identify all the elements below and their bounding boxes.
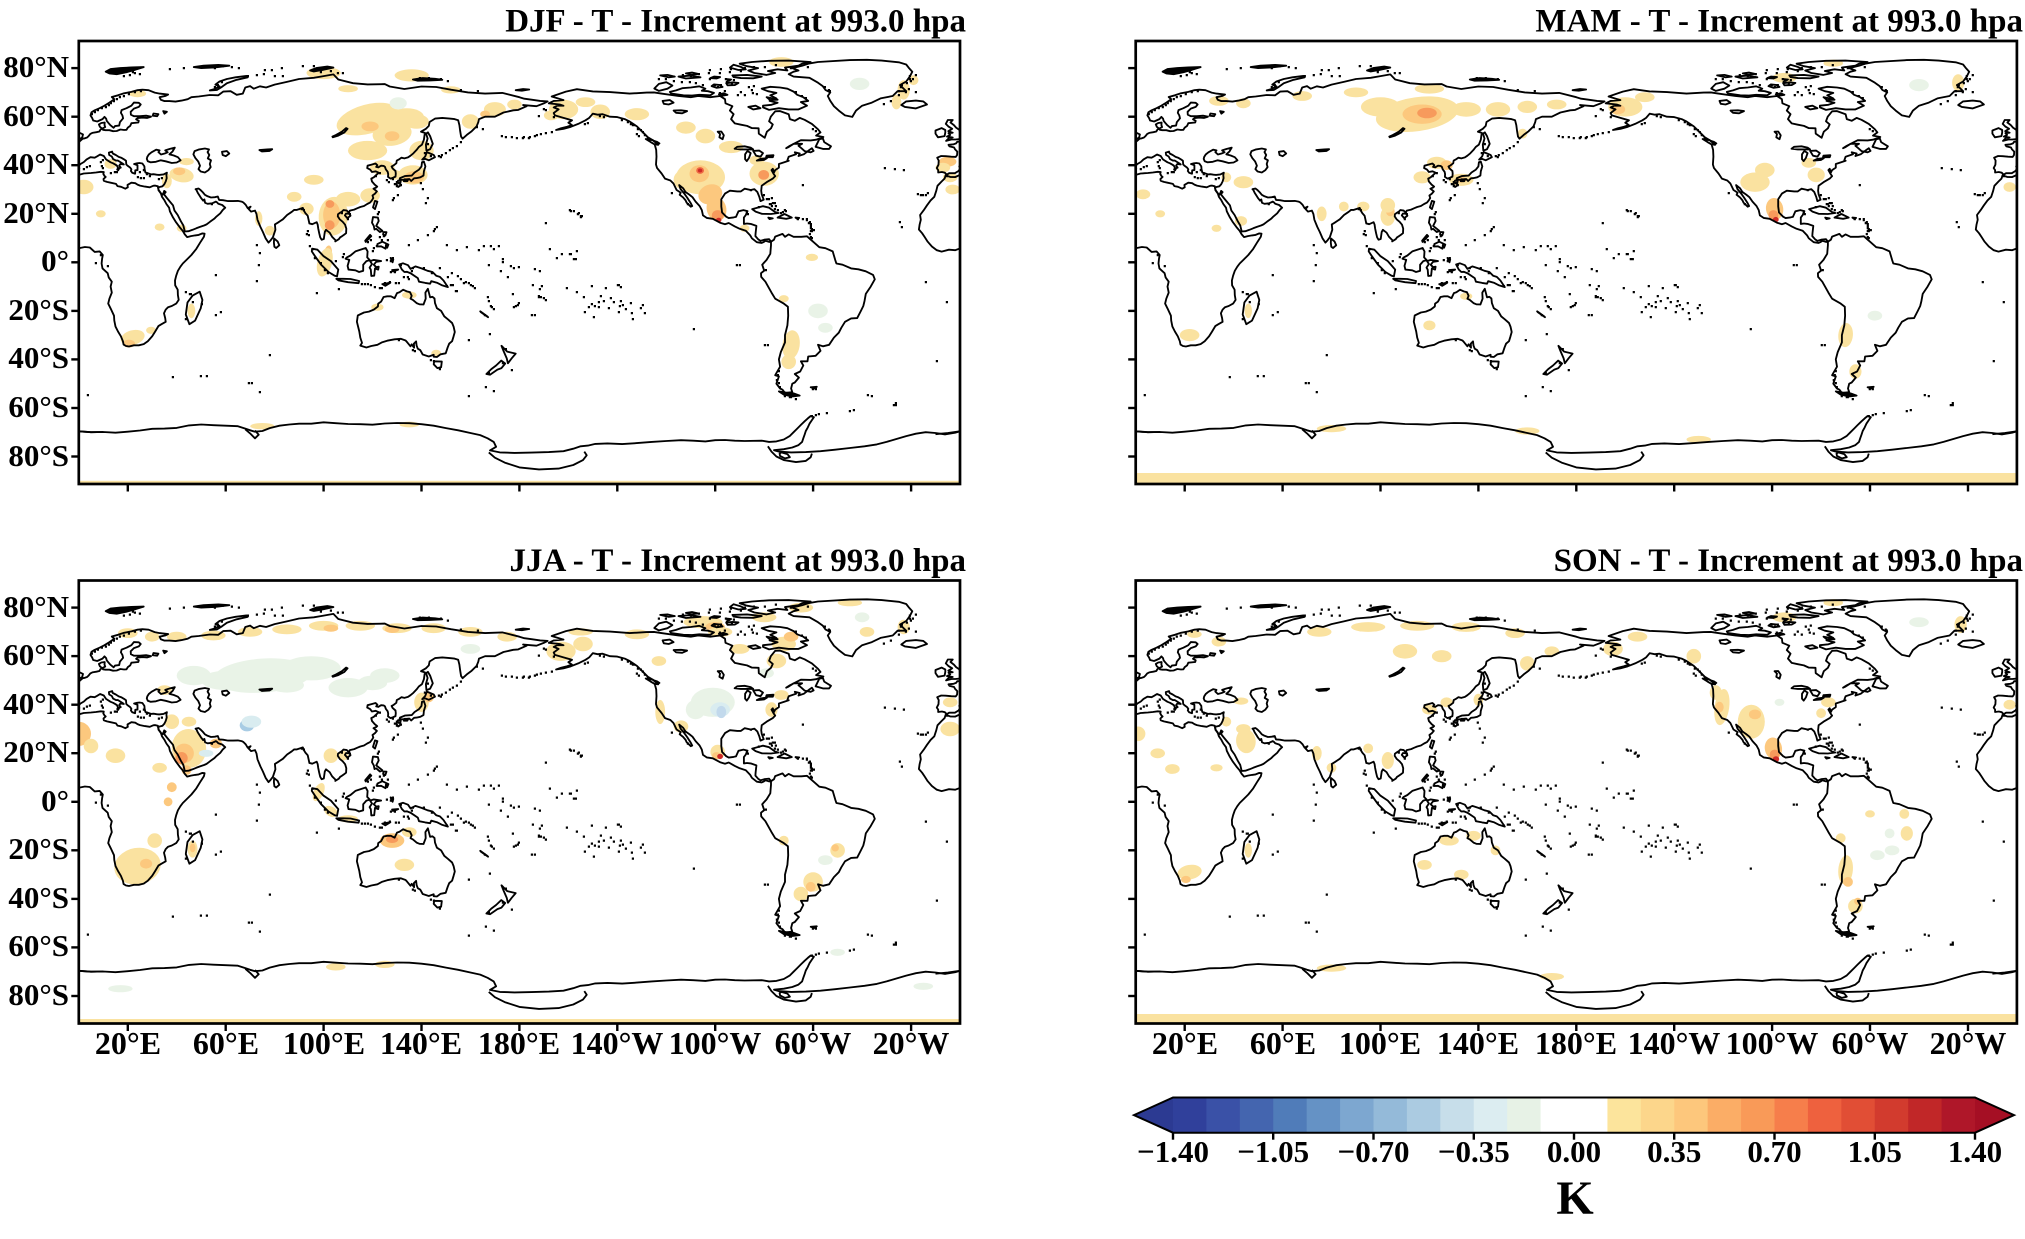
- svg-text:−1.05: −1.05: [1237, 1134, 1309, 1169]
- svg-text:100°W: 100°W: [669, 1025, 762, 1061]
- svg-text:1.40: 1.40: [1948, 1134, 2002, 1169]
- svg-text:20°N: 20°N: [3, 195, 69, 230]
- svg-text:60°S: 60°S: [8, 389, 69, 424]
- svg-text:1.05: 1.05: [1848, 1134, 1902, 1169]
- svg-text:80°N: 80°N: [3, 589, 69, 624]
- svg-text:180°E: 180°E: [478, 1025, 560, 1061]
- svg-text:80°S: 80°S: [8, 438, 69, 473]
- svg-text:60°W: 60°W: [775, 1025, 852, 1061]
- svg-text:80°N: 80°N: [3, 49, 69, 84]
- svg-text:SON - T - Increment at 993.0 h: SON - T - Increment at 993.0 hpa: [1554, 543, 2023, 579]
- svg-text:140°E: 140°E: [380, 1025, 462, 1061]
- svg-text:20°E: 20°E: [1152, 1025, 1218, 1061]
- svg-text:20°S: 20°S: [8, 831, 69, 866]
- svg-text:K: K: [1556, 1172, 1593, 1225]
- svg-text:0.35: 0.35: [1647, 1134, 1701, 1169]
- svg-text:0.00: 0.00: [1547, 1134, 1601, 1169]
- svg-text:140°W: 140°W: [1628, 1025, 1721, 1061]
- svg-text:JJA - T - Increment at 993.0 h: JJA - T - Increment at 993.0 hpa: [509, 543, 966, 579]
- svg-text:40°N: 40°N: [3, 146, 69, 181]
- svg-text:40°S: 40°S: [8, 880, 69, 915]
- svg-text:20°W: 20°W: [1930, 1025, 2007, 1061]
- svg-text:180°E: 180°E: [1535, 1025, 1617, 1061]
- svg-text:0°: 0°: [41, 243, 69, 278]
- svg-text:140°E: 140°E: [1437, 1025, 1519, 1061]
- svg-text:100°W: 100°W: [1726, 1025, 1819, 1061]
- svg-text:60°E: 60°E: [1250, 1025, 1316, 1061]
- svg-text:−0.35: −0.35: [1438, 1134, 1510, 1169]
- svg-text:60°E: 60°E: [193, 1025, 259, 1061]
- svg-text:20°S: 20°S: [8, 292, 69, 327]
- svg-text:MAM - T - Increment at 993.0 h: MAM - T - Increment at 993.0 hpa: [1535, 3, 2023, 39]
- svg-text:80°S: 80°S: [8, 977, 69, 1012]
- svg-text:100°E: 100°E: [1339, 1025, 1421, 1061]
- svg-text:0.70: 0.70: [1747, 1134, 1801, 1169]
- svg-text:100°E: 100°E: [283, 1025, 365, 1061]
- svg-text:−0.70: −0.70: [1338, 1134, 1410, 1169]
- svg-text:20°N: 20°N: [3, 734, 69, 769]
- svg-text:20°W: 20°W: [873, 1025, 950, 1061]
- svg-text:60°N: 60°N: [3, 637, 69, 672]
- svg-text:60°W: 60°W: [1832, 1025, 1909, 1061]
- svg-text:0°: 0°: [41, 783, 69, 818]
- svg-text:60°S: 60°S: [8, 928, 69, 963]
- svg-text:40°N: 40°N: [3, 686, 69, 721]
- svg-text:40°S: 40°S: [8, 340, 69, 375]
- svg-text:60°N: 60°N: [3, 98, 69, 133]
- svg-text:DJF - T - Increment at 993.0 h: DJF - T - Increment at 993.0 hpa: [505, 3, 966, 39]
- svg-text:140°W: 140°W: [571, 1025, 664, 1061]
- svg-text:−1.40: −1.40: [1137, 1134, 1209, 1169]
- svg-text:20°E: 20°E: [95, 1025, 161, 1061]
